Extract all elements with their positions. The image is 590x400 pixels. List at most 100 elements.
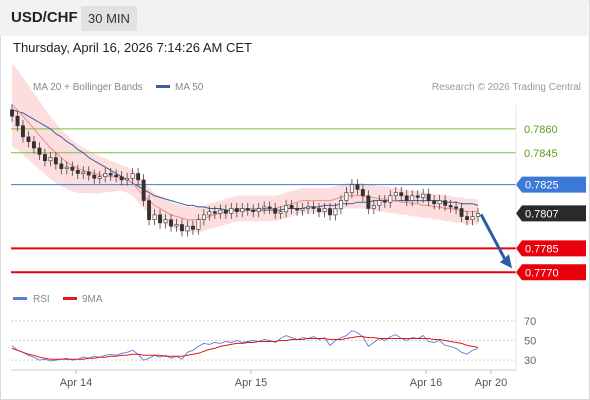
candle-body — [20, 125, 25, 138]
candle-body — [48, 157, 53, 162]
candle-body — [278, 211, 283, 214]
candle-body — [64, 166, 69, 170]
candle-body — [10, 109, 14, 117]
x-axis-labels: Apr 14 Apr 15 Apr 16 Apr 20 — [60, 370, 507, 389]
candle-body — [306, 206, 310, 209]
candle-body — [415, 195, 420, 198]
candle-body — [322, 208, 327, 213]
candle-body — [366, 195, 371, 209]
rsi-legend: RSI 9MA — [13, 294, 103, 305]
candle-body — [355, 184, 360, 190]
candle-body — [448, 205, 453, 208]
candle-body — [125, 178, 130, 181]
candle-body — [31, 141, 36, 149]
ma50-legend-swatch — [156, 85, 170, 88]
timestamp: Thursday, April 16, 2026 7:14:26 AM CET — [13, 40, 252, 55]
candle-body — [42, 154, 47, 162]
copyright-label: Research © 2026 Trading Central — [432, 82, 581, 93]
ma20-legend-label: MA 20 + Bollinger Bands — [33, 82, 143, 93]
candle-body — [202, 214, 206, 220]
candle-body — [459, 208, 464, 217]
level-tag-0-7845: 0.7845 — [524, 148, 558, 160]
candle-body — [223, 209, 228, 214]
candle-body — [169, 219, 173, 227]
projection-arrow-shaft — [479, 213, 508, 262]
rsi-ma-legend-label: 9MA — [82, 294, 103, 305]
rsi-ma-legend-swatch — [63, 297, 77, 300]
rsi-ma-line — [11, 336, 479, 360]
price-legend: MA 20 + Bollinger Bands MA 50 Research ©… — [13, 82, 581, 93]
level-tag-bg-0-7825 — [516, 176, 586, 193]
candle-body — [97, 176, 102, 179]
title-bar: USD/CHF 30 MIN — [0, 0, 588, 36]
level-tag-bg-0-7770 — [516, 264, 586, 281]
level-tag-0-7785: 0.7785 — [525, 243, 559, 255]
candle-body — [103, 173, 108, 178]
x-tick-label: Apr 14 — [60, 377, 92, 389]
candle-body — [273, 208, 278, 214]
candle-body — [284, 205, 289, 213]
candle-body — [207, 211, 212, 216]
level-tag-0-7770: 0.7770 — [525, 267, 559, 279]
candle-body — [328, 208, 332, 216]
candle-body — [81, 171, 86, 174]
projection-arrow-head — [500, 254, 512, 269]
level-tag-bg-0-7785 — [516, 240, 586, 257]
candle-body — [289, 205, 294, 209]
x-tick-label: Apr 16 — [410, 377, 442, 389]
candle-body — [141, 179, 146, 201]
candle-body — [180, 224, 184, 232]
rsi-line — [11, 330, 479, 362]
candle-body — [26, 136, 31, 142]
candle-body — [262, 206, 267, 209]
candle-body — [218, 209, 223, 214]
candle-body — [191, 225, 195, 230]
level-tag-0-7825: 0.7825 — [525, 180, 559, 192]
candle-body — [114, 174, 119, 178]
candle-body — [229, 208, 234, 214]
candle-body — [86, 171, 91, 176]
ma50-legend-label: MA 50 — [175, 82, 204, 93]
timeframe-button[interactable]: 30 MIN — [81, 6, 137, 31]
candle-body — [70, 166, 75, 171]
candle-body — [75, 170, 80, 174]
candle-body — [136, 173, 141, 181]
candle-body — [240, 208, 245, 213]
candle-body — [382, 200, 387, 203]
candle-body — [393, 192, 398, 197]
candle-body — [15, 115, 20, 127]
candle-body — [399, 192, 404, 197]
candle-body — [426, 193, 431, 201]
candle-body — [59, 163, 64, 169]
candle-body — [338, 200, 343, 209]
candle-body — [267, 206, 272, 209]
candle-body — [152, 214, 157, 220]
candle-body — [174, 224, 179, 227]
rsi-grid: 70 50 30 — [11, 316, 536, 367]
candle-body — [317, 208, 321, 213]
x-tick-label: Apr 20 — [475, 377, 507, 389]
candle-body — [251, 209, 256, 213]
rsi-tick-30: 30 — [524, 355, 536, 367]
candle-body — [256, 208, 261, 213]
candle-body — [53, 157, 58, 165]
candle-body — [432, 200, 437, 205]
candle-body — [470, 216, 475, 221]
symbol-title: USD/CHF — [11, 9, 78, 26]
candle-body — [465, 216, 469, 221]
candle-body — [443, 200, 448, 206]
candle-body — [371, 205, 376, 209]
candle-body — [333, 208, 338, 216]
candle-body — [311, 206, 316, 209]
candle-body — [476, 213, 480, 217]
candle-body — [344, 192, 349, 201]
candle-body — [163, 219, 168, 224]
candle-body — [454, 206, 458, 209]
x-tick-label: Apr 15 — [235, 377, 267, 389]
projection-arrow — [479, 213, 512, 269]
candle-body — [212, 211, 217, 214]
candle-body — [360, 189, 365, 197]
candle-body — [295, 208, 300, 211]
rsi-legend-label: RSI — [33, 294, 50, 305]
